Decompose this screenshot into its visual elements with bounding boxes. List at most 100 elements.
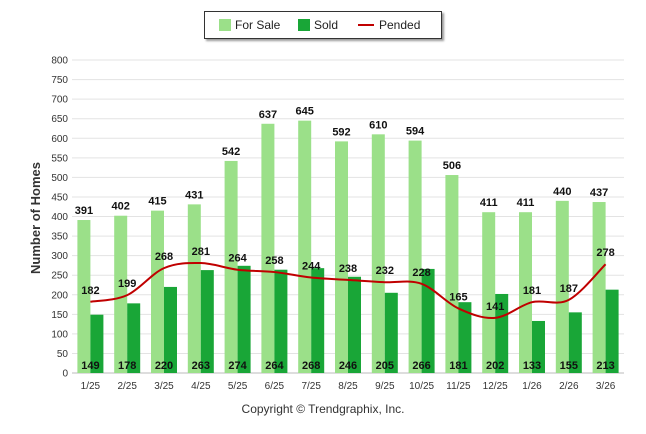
bar-for-sale <box>408 140 422 373</box>
bar-for-sale <box>555 200 569 373</box>
bar-for-sale <box>592 202 606 373</box>
pended-line-path <box>90 261 607 319</box>
label-for-sale: 411 <box>517 197 535 209</box>
label-pended: 244 <box>302 261 321 273</box>
bar-sold <box>348 276 361 373</box>
legend: For Sale Sold Pended <box>204 11 442 39</box>
bar-for-sale <box>519 212 532 373</box>
bar-for-sale <box>371 134 385 373</box>
bar-sold <box>237 265 251 373</box>
y-tick-label: 200 <box>51 290 68 301</box>
bar-sold <box>495 293 509 373</box>
x-tick-label: 2/25 <box>117 381 137 392</box>
y-tick-label: 600 <box>51 134 68 145</box>
label-sold: 213 <box>596 360 614 372</box>
x-tick-label: 3/25 <box>154 381 174 392</box>
label-pended: 228 <box>412 267 430 279</box>
label-for-sale: 637 <box>259 109 277 121</box>
label-pended: 281 <box>192 246 210 258</box>
label-for-sale: 592 <box>332 126 350 138</box>
legend-label-for-sale: For Sale <box>235 18 281 32</box>
x-tick-label: 4/25 <box>191 381 211 392</box>
x-axis-ticks: 1/25 2/25 3/25 4/25 5/25 6/25 7/25 8/25 9/25 10/2… <box>81 381 616 392</box>
legend-swatch-sold <box>298 19 310 31</box>
label-pended: 141 <box>486 301 504 313</box>
y-tick-label: 150 <box>51 310 68 321</box>
bar-sold <box>90 314 104 373</box>
label-sold: 246 <box>339 360 357 372</box>
label-pended: 268 <box>155 251 173 263</box>
label-sold: 264 <box>265 360 284 372</box>
label-for-sale: 440 <box>553 186 571 198</box>
bar-for-sale <box>77 220 91 373</box>
copyright-text: Copyright © Trendgraphix, Inc. <box>241 402 405 416</box>
x-tick-label: 11/25 <box>446 381 471 392</box>
y-tick-label: 650 <box>51 114 68 125</box>
x-tick-label: 6/25 <box>265 381 285 392</box>
label-pended: 238 <box>339 263 357 275</box>
label-sold: 155 <box>560 360 578 372</box>
y-tick-label: 50 <box>57 349 69 360</box>
label-pended: 165 <box>449 291 467 303</box>
label-for-sale: 610 <box>369 119 387 131</box>
label-for-sale: 542 <box>222 146 240 158</box>
y-tick-label: 700 <box>51 95 68 106</box>
bar-for-sale <box>187 204 201 373</box>
legend-label-sold: Sold <box>314 18 339 32</box>
label-sold: 205 <box>376 360 394 372</box>
bar-sold <box>127 303 141 373</box>
label-for-sale: 594 <box>406 126 425 138</box>
label-pended: 258 <box>265 255 283 267</box>
x-tick-label: 8/25 <box>338 381 358 392</box>
label-pended: 199 <box>118 278 136 290</box>
x-tick-label: 1/25 <box>81 381 101 392</box>
bar-sold <box>200 270 214 373</box>
bar-for-sale <box>482 212 496 373</box>
label-pended: 264 <box>228 253 247 265</box>
label-pended: 232 <box>376 265 394 277</box>
bar-sold <box>568 312 582 373</box>
pended-line <box>90 261 607 319</box>
data-labels: 391 149 402 178 415 220 431 263 542 274 637 264 645 2… <box>75 106 615 372</box>
bar-sold <box>164 286 177 373</box>
x-tick-label: 7/25 <box>301 381 321 392</box>
label-sold: 266 <box>412 360 430 372</box>
bar-for-sale <box>261 123 275 374</box>
x-tick-label: 10/25 <box>409 381 434 392</box>
label-sold: 178 <box>118 360 136 372</box>
label-sold: 202 <box>486 360 504 372</box>
bar-sold <box>532 320 545 373</box>
bar-for-sale <box>298 120 312 373</box>
legend-label-pended: Pended <box>379 18 421 32</box>
bar-for-sale <box>335 141 348 373</box>
label-for-sale: 645 <box>296 106 314 118</box>
x-tick-label: 2/26 <box>559 381 579 392</box>
y-tick-label: 550 <box>51 153 68 164</box>
y-axis-ticks: 0 50 100 150 200 250 300 350 400 450 500 550 600 650 7… <box>51 56 68 380</box>
bar-sold <box>384 292 398 373</box>
label-for-sale: 411 <box>480 197 498 209</box>
label-sold: 149 <box>81 360 99 372</box>
label-pended: 182 <box>81 285 99 297</box>
label-sold: 274 <box>228 360 247 372</box>
label-sold: 268 <box>302 360 320 372</box>
label-sold: 181 <box>449 360 467 372</box>
bar-for-sale <box>151 210 164 373</box>
bars <box>77 120 619 374</box>
y-tick-label: 450 <box>51 192 68 203</box>
bar-sold <box>458 302 472 373</box>
y-tick-label: 800 <box>51 56 68 67</box>
label-sold: 263 <box>192 360 210 372</box>
y-tick-label: 350 <box>51 232 68 243</box>
y-tick-label: 750 <box>51 75 68 86</box>
label-pended: 278 <box>596 247 614 259</box>
bar-for-sale <box>445 175 459 373</box>
legend-line-pended <box>358 24 374 26</box>
bar-sold <box>274 269 288 373</box>
label-for-sale: 402 <box>112 201 130 213</box>
label-for-sale: 391 <box>75 205 93 217</box>
x-tick-label: 12/25 <box>483 381 508 392</box>
y-tick-label: 500 <box>51 173 68 184</box>
y-tick-label: 250 <box>51 271 68 282</box>
bar-for-sale <box>224 160 238 373</box>
